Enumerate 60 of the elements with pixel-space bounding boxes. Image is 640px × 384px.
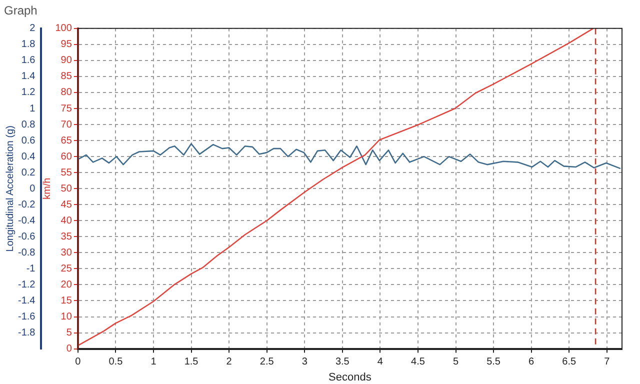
x-axis-title: Seconds — [328, 371, 372, 384]
x-tick-label: 3.5 — [335, 356, 350, 368]
x-tick-label: 3 — [302, 356, 308, 368]
y-tick-label: 10 — [60, 312, 72, 323]
y-tick-label: 15 — [60, 295, 72, 306]
y2-tick-label: 1.2 — [21, 87, 36, 98]
y2-tick-label: 0 — [30, 183, 36, 194]
y-tick-label: 40 — [60, 215, 72, 226]
y2-axis-title: Longitudinal Acceleration (g) — [4, 126, 16, 252]
y2-tick-label: 0.2 — [21, 167, 36, 178]
y2-tick-label: -1 — [26, 263, 36, 274]
y2-tick-label: -0.4 — [18, 215, 36, 226]
y2-tick-label: -1.8 — [18, 328, 36, 339]
y2-tick-label: -0.8 — [18, 247, 36, 258]
y2-tick-label: 1 — [30, 103, 36, 114]
y2-tick-label: 2 — [30, 23, 36, 34]
x-tick-label: 0 — [75, 356, 82, 368]
y-tick-label: 55 — [60, 167, 72, 178]
y-tick-label: 75 — [60, 103, 72, 114]
y-axis-title: km/h — [42, 178, 53, 200]
y-tick-label: 0 — [66, 344, 72, 355]
y2-tick-label: -1.2 — [18, 279, 36, 290]
y2-tick-label: 0.4 — [21, 151, 36, 162]
y-tick-label: 25 — [60, 263, 72, 274]
y2-tick-label: 1.8 — [21, 39, 36, 50]
x-tick-label: 1 — [150, 356, 157, 368]
y-tick-label: 45 — [60, 199, 72, 210]
x-tick-label: 7 — [604, 356, 610, 368]
x-tick-label: 4 — [377, 356, 384, 368]
y2-tick-label: 0.6 — [21, 135, 36, 146]
y2-tick-label: -1.4 — [18, 295, 36, 306]
y-tick-label: 30 — [60, 247, 72, 258]
x-tick-label: 2.5 — [260, 356, 274, 368]
x-tick-label: 4.5 — [411, 356, 426, 368]
y2-tick-label: -1.6 — [18, 312, 36, 323]
y2-tick-label: -0.2 — [18, 199, 36, 210]
y-tick-label: 20 — [60, 279, 72, 290]
x-tick-label: 2 — [226, 356, 232, 368]
chart-title: Graph — [4, 4, 38, 18]
y-tick-label: 65 — [60, 135, 72, 146]
y2-tick-label: 1.6 — [21, 55, 36, 66]
x-tick-label: 0.5 — [108, 356, 124, 368]
y2-tick-label: 0.8 — [21, 119, 36, 130]
y-tick-label: 80 — [60, 87, 72, 98]
y-tick-label: 85 — [60, 71, 72, 82]
y-tick-label: 95 — [60, 39, 72, 50]
y-tick-label: 100 — [55, 23, 72, 34]
y-tick-label: 60 — [60, 151, 72, 162]
y2-tick-label: -0.6 — [18, 231, 36, 242]
y-tick-label: 35 — [60, 231, 72, 242]
y2-tick-label: 1.4 — [21, 71, 36, 82]
x-tick-label: 1.5 — [184, 356, 199, 368]
x-tick-label: 5.5 — [486, 356, 501, 368]
x-tick-label: 6 — [528, 356, 535, 368]
x-tick-label: 5 — [452, 356, 459, 368]
x-tick-label: 6.5 — [562, 356, 576, 368]
y-tick-label: 50 — [60, 183, 72, 194]
y-tick-label: 90 — [60, 55, 72, 66]
y-tick-label: 5 — [66, 328, 72, 339]
y-tick-label: 70 — [60, 119, 72, 130]
